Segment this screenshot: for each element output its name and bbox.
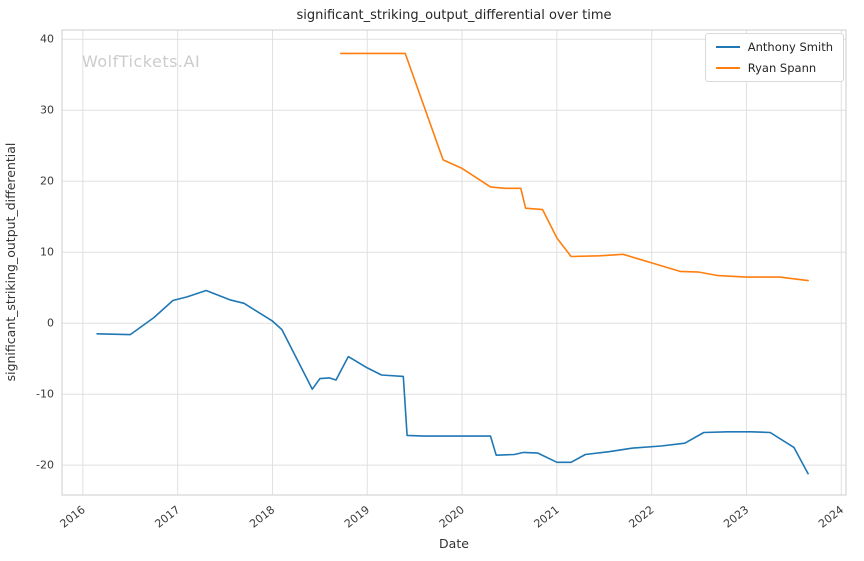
- series-line-ryan-spann: [339, 52, 809, 282]
- legend-item-ryan-spann: Ryan Spann: [715, 61, 833, 75]
- y-tick-label: 30: [40, 104, 54, 117]
- legend-line-ryan-spann-icon: [715, 67, 740, 69]
- x-tick-label: 2019: [342, 503, 372, 530]
- legend-item-anthony-smith: Anthony Smith: [715, 40, 833, 54]
- legend-line-anthony-smith-icon: [715, 46, 740, 48]
- x-tick-label: 2024: [816, 503, 846, 530]
- y-axis-label: significant_striking_output_differential: [3, 143, 18, 382]
- chart-title: significant_striking_output_differential…: [297, 8, 612, 23]
- x-tick-label: 2021: [532, 503, 562, 530]
- legend-label-ryan-spann: Ryan Spann: [747, 61, 817, 75]
- y-tick-label: -10: [36, 388, 54, 401]
- x-tick-label: 2017: [152, 503, 182, 530]
- x-tick-label: 2018: [247, 503, 277, 530]
- grid-layer: [61, 29, 847, 496]
- legend: Anthony Smith Ryan Spann: [704, 33, 844, 82]
- x-tick-label: 2020: [437, 503, 467, 530]
- x-tick-label: 2023: [721, 503, 751, 530]
- series-line-anthony-smith: [96, 289, 809, 475]
- legend-label-anthony-smith: Anthony Smith: [747, 40, 833, 54]
- x-axis-label: Date: [439, 536, 469, 551]
- series-layer: [96, 52, 809, 475]
- tick-layer: -20 -10 0 10 20 30 40 2016 2017 2018 2019 2020 2021 2…: [36, 33, 846, 531]
- y-tick-label: 10: [40, 246, 54, 259]
- y-tick-label: 20: [40, 175, 54, 188]
- y-tick-label: 0: [47, 317, 54, 330]
- y-tick-label: 40: [40, 33, 54, 46]
- x-tick-label: 2016: [58, 503, 88, 530]
- x-tick-label: 2022: [626, 503, 656, 530]
- y-tick-label: -20: [36, 459, 54, 472]
- plot-border: [61, 29, 847, 496]
- watermark: WolfTickets.AI: [82, 52, 200, 71]
